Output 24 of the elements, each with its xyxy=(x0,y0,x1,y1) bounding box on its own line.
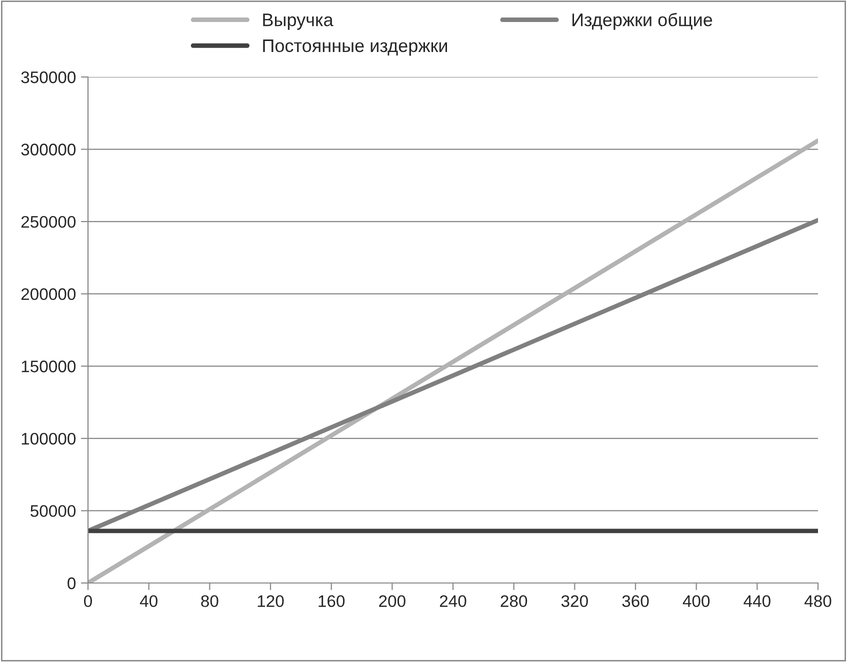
x-tick-label: 360 xyxy=(622,595,649,608)
y-tick-label: 150000 xyxy=(22,360,76,372)
y-tick-label: 0 xyxy=(68,577,76,590)
y-tick-label: 350000 xyxy=(21,71,76,84)
y-tick-label: 50000 xyxy=(30,505,76,517)
x-tick-label: 440 xyxy=(744,595,770,608)
x-tick-label: 480 xyxy=(804,595,832,608)
x-tick-label: 0 xyxy=(84,595,92,608)
x-tick-label: 320 xyxy=(561,595,588,608)
y-tick-label: 300000 xyxy=(21,144,76,156)
x-tick-label: 200 xyxy=(379,595,406,608)
x-tick-label: 40 xyxy=(140,595,158,608)
x-tick-label: 240 xyxy=(440,595,466,608)
x-tick-label: 400 xyxy=(682,595,710,608)
legend-label: Постоянные издержки xyxy=(263,40,447,56)
y-tick-label: 250000 xyxy=(21,216,76,228)
x-tick-label: 160 xyxy=(318,595,345,608)
x-tick-label: 280 xyxy=(500,595,528,608)
x-tick-label: 120 xyxy=(258,595,284,608)
y-tick-label: 100000 xyxy=(22,432,76,445)
legend-label: Выручка xyxy=(263,14,334,30)
y-tick-label: 200000 xyxy=(21,288,76,300)
legend-label: Издержки общие xyxy=(572,12,712,30)
x-tick-label: 80 xyxy=(201,595,218,608)
